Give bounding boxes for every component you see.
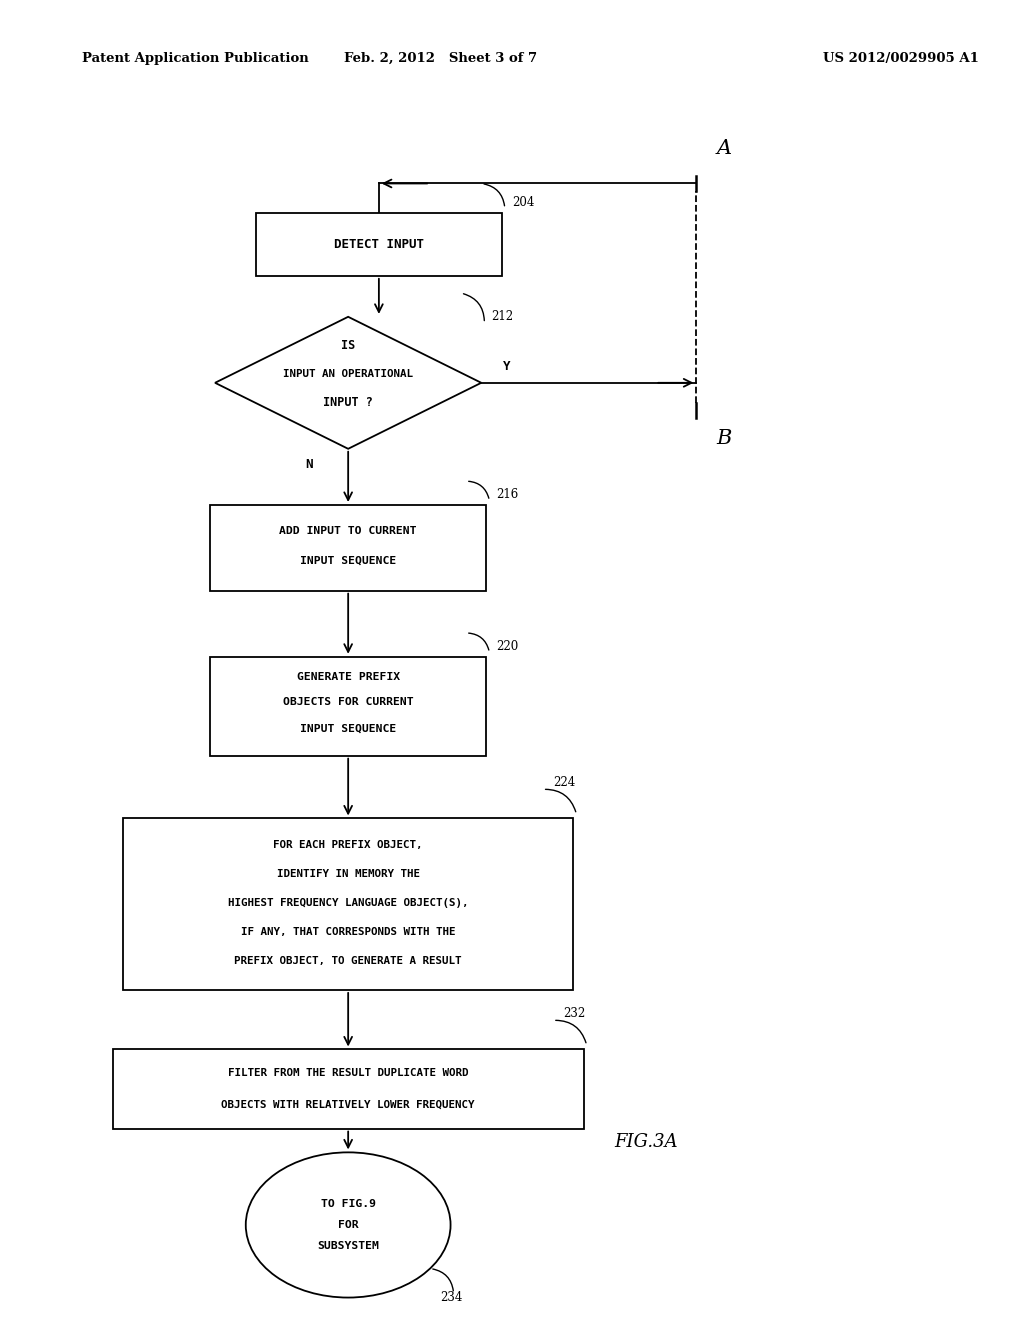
FancyBboxPatch shape <box>210 506 486 591</box>
Text: 212: 212 <box>492 310 514 323</box>
Text: 234: 234 <box>440 1291 463 1304</box>
Text: FOR: FOR <box>338 1220 358 1230</box>
Text: US 2012/0029905 A1: US 2012/0029905 A1 <box>823 51 979 65</box>
Text: DETECT INPUT: DETECT INPUT <box>334 238 424 251</box>
Text: SUBSYSTEM: SUBSYSTEM <box>317 1241 379 1251</box>
Text: HIGHEST FREQUENCY LANGUAGE OBJECT(S),: HIGHEST FREQUENCY LANGUAGE OBJECT(S), <box>228 898 468 908</box>
Text: IS: IS <box>341 339 355 352</box>
Text: INPUT SEQUENCE: INPUT SEQUENCE <box>300 556 396 566</box>
Text: Patent Application Publication: Patent Application Publication <box>82 51 308 65</box>
Text: 232: 232 <box>563 1007 586 1020</box>
Text: N: N <box>305 458 313 471</box>
Text: GENERATE PREFIX: GENERATE PREFIX <box>297 672 399 682</box>
Text: B: B <box>717 429 732 447</box>
FancyBboxPatch shape <box>113 1049 584 1129</box>
Text: 224: 224 <box>553 776 575 789</box>
Text: A: A <box>717 140 732 158</box>
Text: INPUT ?: INPUT ? <box>324 396 373 409</box>
Text: FILTER FROM THE RESULT DUPLICATE WORD: FILTER FROM THE RESULT DUPLICATE WORD <box>228 1068 468 1078</box>
FancyBboxPatch shape <box>123 818 573 990</box>
Text: 220: 220 <box>497 640 519 652</box>
FancyBboxPatch shape <box>256 213 502 276</box>
Text: INPUT AN OPERATIONAL: INPUT AN OPERATIONAL <box>284 368 413 379</box>
Polygon shape <box>215 317 481 449</box>
Text: ADD INPUT TO CURRENT: ADD INPUT TO CURRENT <box>280 525 417 536</box>
Text: OBJECTS WITH RELATIVELY LOWER FREQUENCY: OBJECTS WITH RELATIVELY LOWER FREQUENCY <box>221 1100 475 1110</box>
Text: TO FIG.9: TO FIG.9 <box>321 1199 376 1209</box>
Text: OBJECTS FOR CURRENT: OBJECTS FOR CURRENT <box>283 697 414 708</box>
Text: FIG.3A: FIG.3A <box>614 1133 678 1151</box>
Text: IDENTIFY IN MEMORY THE: IDENTIFY IN MEMORY THE <box>276 869 420 879</box>
Text: Y: Y <box>503 360 511 374</box>
Ellipse shape <box>246 1152 451 1298</box>
Text: 204: 204 <box>512 195 535 209</box>
Text: INPUT SEQUENCE: INPUT SEQUENCE <box>300 723 396 734</box>
Text: IF ANY, THAT CORRESPONDS WITH THE: IF ANY, THAT CORRESPONDS WITH THE <box>241 927 456 937</box>
Text: FOR EACH PREFIX OBJECT,: FOR EACH PREFIX OBJECT, <box>273 840 423 850</box>
FancyBboxPatch shape <box>210 656 486 755</box>
Text: Feb. 2, 2012   Sheet 3 of 7: Feb. 2, 2012 Sheet 3 of 7 <box>344 51 537 65</box>
Text: PREFIX OBJECT, TO GENERATE A RESULT: PREFIX OBJECT, TO GENERATE A RESULT <box>234 956 462 966</box>
Text: 216: 216 <box>497 488 519 502</box>
